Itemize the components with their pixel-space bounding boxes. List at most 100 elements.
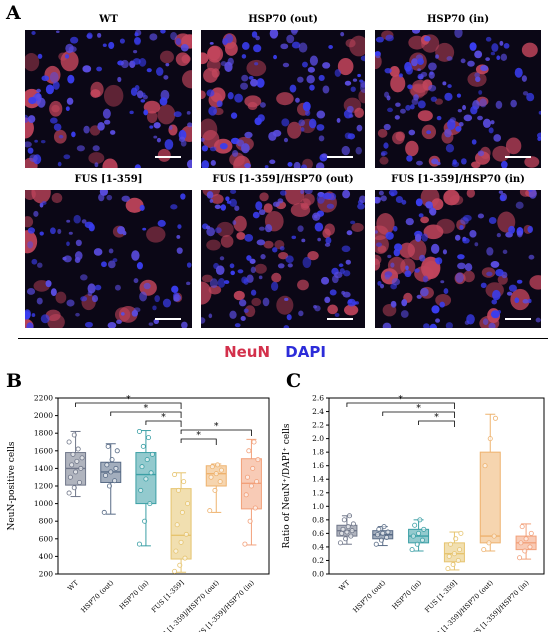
x-tick-label: FUS [1-359]/HSP70 (in) [467, 579, 531, 632]
scale-bar [155, 318, 181, 320]
data-point [74, 458, 80, 464]
data-point [248, 483, 254, 489]
data-point [518, 540, 524, 546]
data-point [251, 439, 257, 445]
data-point [113, 465, 119, 471]
data-point [247, 518, 253, 524]
data-point [207, 508, 213, 514]
data-point [451, 551, 457, 557]
data-point [373, 541, 379, 547]
y-tick-label: 2.0 [312, 434, 324, 443]
data-point [380, 530, 386, 536]
data-point [142, 518, 148, 524]
data-point [252, 505, 258, 511]
data-point [446, 553, 452, 559]
data-point [458, 530, 464, 536]
data-point [148, 470, 154, 476]
micrograph-hsp70-out [201, 30, 365, 168]
panel-a-letter: A [6, 2, 21, 24]
y-tick-label: 1400 [34, 464, 53, 473]
data-point [217, 479, 223, 485]
y-tick-label: 1.8 [312, 448, 324, 457]
micrograph-canvas [25, 30, 192, 168]
data-point [173, 548, 179, 554]
data-point [67, 474, 73, 480]
legend-neun: NeuN [224, 343, 271, 361]
data-point [337, 540, 343, 546]
data-point [339, 530, 345, 536]
micrograph-canvas [375, 190, 541, 328]
data-point [147, 501, 153, 507]
y-tick-label: 1.6 [312, 461, 324, 470]
data-point [450, 562, 456, 568]
y-tick-label: 1.0 [312, 502, 324, 511]
data-point [185, 501, 191, 507]
y-axis-label: Ratio of NeuN⁺/DAPI⁺ cells [282, 423, 292, 548]
data-point [378, 537, 384, 543]
data-point [78, 465, 84, 471]
data-point [523, 536, 529, 542]
data-point [419, 537, 425, 543]
data-point [349, 528, 355, 534]
y-tick-label: 1000 [34, 499, 53, 508]
data-point [75, 446, 81, 452]
data-point [149, 451, 155, 457]
data-point [448, 541, 454, 547]
y-tick-label: 2200 [34, 394, 53, 403]
data-point [73, 469, 79, 475]
data-point [66, 490, 72, 496]
data-point [70, 451, 76, 457]
box [170, 488, 192, 560]
data-point [350, 521, 356, 527]
data-point [384, 534, 390, 540]
data-point [492, 415, 498, 421]
data-point [412, 522, 418, 528]
scale-bar [505, 318, 531, 320]
x-tick-label: FUS [1-359]/HSP70 (in) [192, 579, 256, 632]
data-point [181, 479, 187, 485]
data-point [527, 544, 533, 550]
significance-star: * [214, 422, 219, 432]
significance-star: * [416, 404, 421, 414]
micrograph-canvas [375, 30, 541, 168]
data-point [71, 432, 77, 438]
data-point [517, 555, 523, 561]
y-tick-label: 2.2 [312, 421, 324, 430]
y-tick-label: 400 [39, 552, 54, 561]
data-point [178, 539, 184, 545]
data-point [414, 541, 420, 547]
micro-title-wt: WT [99, 14, 118, 25]
data-point [209, 464, 215, 470]
y-tick-label: 2.6 [312, 394, 324, 403]
micrograph-canvas [201, 190, 365, 328]
data-point [243, 492, 249, 498]
significance-bracket [75, 402, 182, 409]
x-tick-label: FUS [1-359] [150, 579, 186, 615]
significance-star: * [196, 431, 201, 441]
plot-frame [328, 397, 545, 575]
y-tick-label: 200 [39, 570, 54, 579]
data-point [174, 522, 180, 528]
significance-star: * [398, 395, 403, 405]
y-tick-label: 2.4 [312, 407, 324, 416]
data-point [409, 547, 415, 553]
data-point [104, 462, 110, 468]
significance-bracket [180, 438, 217, 445]
data-point [491, 533, 497, 539]
y-tick-label: 600 [39, 534, 54, 543]
micro-title-fus: FUS [1-359] [74, 174, 143, 185]
data-point [254, 479, 260, 485]
data-point [143, 476, 149, 482]
data-point [103, 472, 109, 478]
data-point [212, 487, 218, 493]
significance-star: * [161, 413, 166, 423]
y-tick-label: 2000 [34, 411, 53, 420]
micro-title-fus-hsp70-in: FUS [1-359]/HSP70 (in) [391, 174, 525, 185]
significance-bracket [145, 420, 182, 427]
x-tick-label: WT [66, 578, 80, 592]
data-point [177, 562, 183, 568]
scale-bar [327, 318, 353, 320]
y-tick-label: 800 [39, 517, 54, 526]
x-tick-label: HSP70 (in) [118, 579, 151, 612]
micro-title-fus-hsp70-out: FUS [1-359]/HSP70 (out) [212, 174, 354, 185]
